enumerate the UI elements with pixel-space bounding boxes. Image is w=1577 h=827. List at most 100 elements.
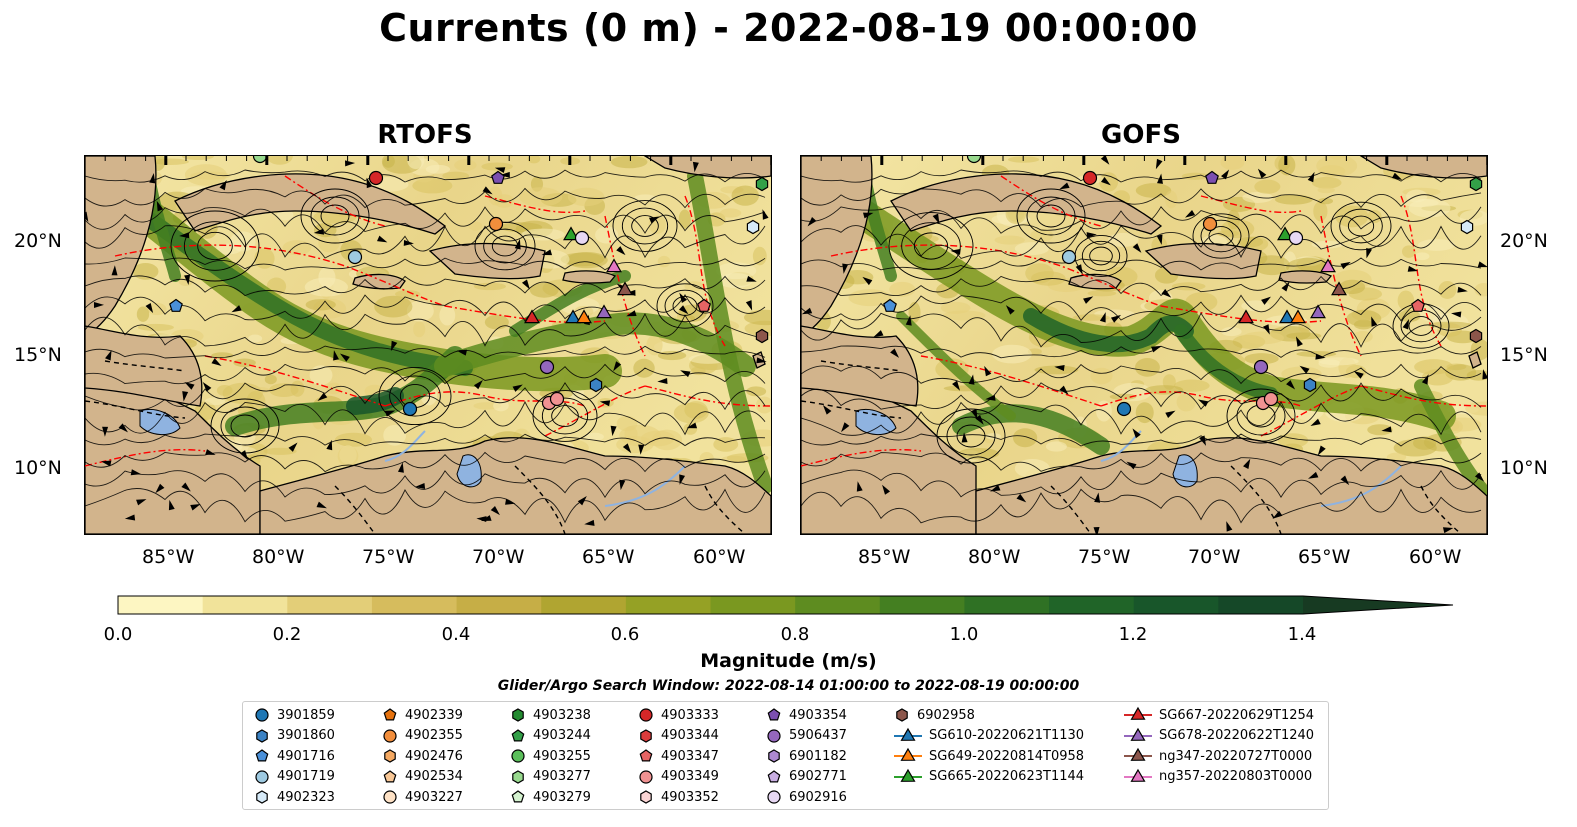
streamline-arrow: [841, 422, 850, 433]
argo-float-marker[interactable]: [1082, 170, 1098, 186]
argo-float-marker[interactable]: [402, 401, 418, 417]
circle-marker-icon: [383, 728, 397, 743]
streamline-arrow: [1402, 319, 1409, 330]
argo-float-marker[interactable]: [1263, 391, 1279, 407]
argo-float-marker[interactable]: [755, 176, 769, 192]
speed-patch: [1012, 428, 1038, 448]
speed-patch: [657, 350, 687, 361]
streamline-arrow: [326, 439, 333, 451]
glider-marker[interactable]: [563, 226, 579, 241]
speed-patch: [1316, 156, 1358, 177]
circle-marker: [767, 728, 781, 743]
hexagon-marker-icon: [768, 749, 780, 763]
streamline-arrow: [679, 292, 688, 303]
streamline-arrow: [1474, 472, 1485, 482]
legend-item: SG610-20220621T1130: [893, 726, 1084, 746]
argo-float-marker[interactable]: [1202, 216, 1218, 232]
eddy-streamline: [956, 424, 986, 448]
argo-float-marker[interactable]: [1469, 328, 1483, 344]
colorbar-tick-5: 1.0: [949, 624, 979, 645]
eddy-streamline: [320, 204, 350, 228]
argo-float-marker[interactable]: [746, 219, 760, 235]
pentagon-marker-icon: [511, 790, 525, 803]
speed-patch: [334, 432, 373, 447]
pentagon-marker: [511, 728, 525, 741]
streamline: [801, 433, 1482, 447]
legend-label: SG649-20220814T0958: [929, 748, 1085, 764]
glider-marker[interactable]: [596, 304, 612, 319]
streamline-arrow: [1132, 428, 1141, 439]
colorbar-bin: [879, 596, 965, 614]
streamline-arrow: [1094, 492, 1101, 503]
glider-marker[interactable]: [1331, 281, 1347, 296]
glider-marker[interactable]: [1279, 309, 1295, 324]
argo-float-marker[interactable]: [549, 391, 565, 407]
argo-float-marker[interactable]: [488, 216, 504, 232]
speed-patch: [1398, 309, 1421, 323]
glider-marker[interactable]: [565, 309, 581, 324]
argo-float-marker[interactable]: [1303, 377, 1317, 393]
streamline-arrow: [317, 392, 328, 402]
argo-float-marker[interactable]: [1205, 170, 1219, 184]
argo-float-marker[interactable]: [491, 170, 505, 184]
legend-item: 4903352: [637, 787, 719, 807]
argo-float-marker[interactable]: [1460, 219, 1474, 235]
speed-patch: [1311, 176, 1342, 189]
speed-patch: [1417, 239, 1455, 251]
streamline-arrow: [456, 349, 468, 356]
hexagon-marker-icon: [896, 708, 908, 722]
streamline-arrow: [801, 307, 813, 315]
pentagon-marker-icon: [511, 728, 525, 741]
streamline-arrow: [1281, 281, 1290, 292]
argo-float-marker[interactable]: [883, 298, 897, 312]
speed-patch: [646, 335, 663, 356]
argo-float-marker[interactable]: [589, 377, 603, 393]
argo-float-marker[interactable]: [755, 328, 769, 344]
streamline-arrow: [390, 340, 398, 352]
streamline: [801, 363, 1482, 385]
country-border: [85, 400, 186, 419]
argo-float-marker[interactable]: [1411, 298, 1425, 312]
argo-float-marker[interactable]: [1116, 401, 1132, 417]
glider-marker[interactable]: [1310, 304, 1326, 319]
speed-patch: [136, 306, 150, 322]
legend-label: 4903277: [533, 769, 591, 784]
glider-marker[interactable]: [1320, 258, 1336, 273]
legend-label: ng347-20220727T0000: [1159, 748, 1313, 764]
argo-float-marker[interactable]: [347, 249, 363, 265]
glider-marker[interactable]: [1238, 309, 1254, 324]
speed-patch: [305, 299, 336, 311]
glider-marker[interactable]: [617, 281, 633, 296]
speed-patch: [848, 289, 892, 307]
argo-float-marker[interactable]: [574, 230, 590, 246]
rtofs-map: [84, 155, 772, 535]
speed-patch: [473, 282, 507, 291]
colorbar-tick-4: 0.8: [780, 624, 810, 645]
gofs-map: [800, 155, 1488, 535]
argo-float-marker[interactable]: [1288, 230, 1304, 246]
argo-float-marker[interactable]: [252, 156, 268, 164]
argo-float-marker[interactable]: [539, 359, 555, 375]
glider-marker[interactable]: [1290, 309, 1306, 324]
speed-patch: [326, 382, 342, 395]
argo-float-marker[interactable]: [368, 170, 384, 186]
speed-patch: [1386, 452, 1407, 462]
argo-float-marker[interactable]: [1253, 359, 1269, 375]
colorbar-tick-1: 0.2: [272, 624, 302, 645]
argo-float-marker[interactable]: [1469, 176, 1483, 192]
streamline-arrow: [985, 394, 996, 401]
argo-float-marker[interactable]: [1061, 249, 1077, 265]
streamline: [801, 452, 1482, 472]
glider-marker[interactable]: [606, 258, 622, 273]
legend-label: 5906437: [789, 728, 847, 743]
argo-float-marker[interactable]: [169, 298, 183, 312]
circle-marker-icon: [383, 790, 397, 804]
glider-marker[interactable]: [576, 309, 592, 324]
map-canvas: [801, 156, 1487, 534]
argo-float-marker[interactable]: [697, 298, 711, 312]
glider-marker[interactable]: [1277, 226, 1293, 241]
glider-marker[interactable]: [524, 309, 540, 324]
current-jet: [434, 312, 756, 377]
speed-patch: [488, 186, 503, 206]
argo-float-marker[interactable]: [966, 156, 982, 164]
